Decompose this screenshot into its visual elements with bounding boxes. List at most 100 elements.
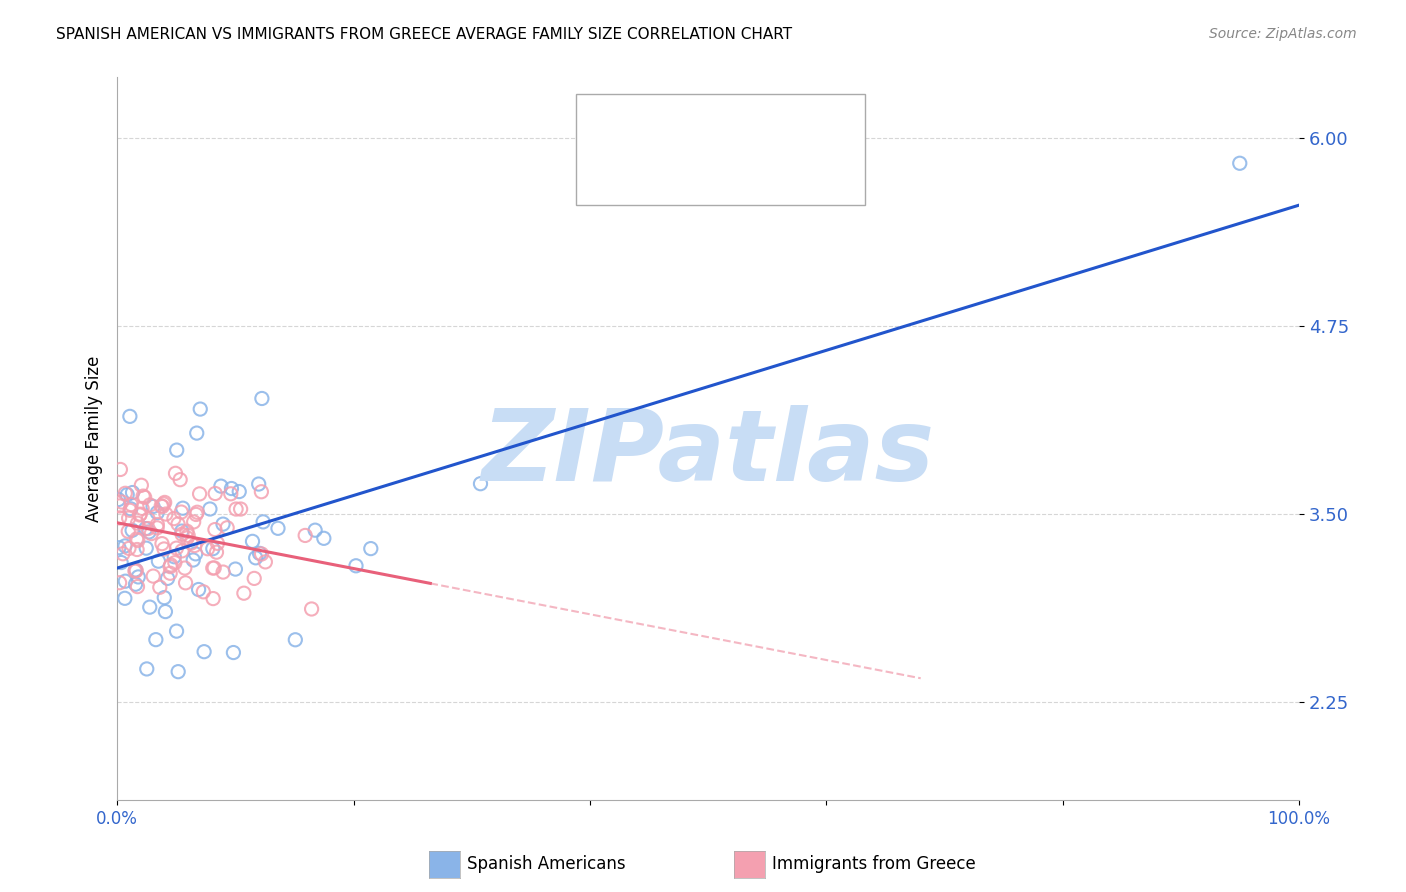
Point (169, 473, 191, 487)
Point (212, 565, 235, 579)
Point (165, 541, 187, 556)
Point (142, 500, 165, 514)
Point (108, 575, 131, 590)
Point (229, 502, 252, 516)
Point (152, 497, 174, 511)
Point (141, 526, 163, 541)
Point (159, 566, 181, 581)
Point (252, 515, 274, 529)
Point (107, 492, 129, 507)
Point (114, 574, 136, 589)
Point (152, 500, 174, 514)
Point (221, 482, 243, 496)
Point (202, 561, 225, 575)
Point (188, 402, 211, 417)
Point (212, 517, 235, 532)
Point (1229, 156, 1251, 170)
Point (163, 549, 186, 564)
Point (193, 584, 215, 599)
Point (170, 527, 193, 541)
Point (159, 559, 181, 574)
Point (125, 564, 148, 578)
Point (127, 580, 149, 594)
Point (170, 524, 193, 538)
Point (205, 545, 228, 559)
Point (125, 542, 148, 557)
Point (177, 528, 200, 542)
Point (135, 541, 157, 556)
Point (114, 591, 136, 606)
Point (197, 541, 219, 556)
Point (201, 561, 224, 575)
Point (121, 485, 143, 500)
Point (150, 499, 173, 513)
Point (204, 486, 226, 500)
Point (108, 499, 131, 513)
Point (110, 462, 132, 476)
Point (267, 521, 290, 535)
Point (155, 507, 177, 521)
Point (183, 515, 205, 529)
Point (243, 571, 266, 585)
Text: ZIPatlas: ZIPatlas (481, 405, 935, 502)
Point (207, 536, 229, 550)
Point (172, 501, 194, 516)
Point (204, 523, 226, 537)
Point (150, 536, 173, 550)
Point (135, 522, 157, 536)
Text: Source: ZipAtlas.com: Source: ZipAtlas.com (1209, 27, 1357, 41)
Point (222, 646, 245, 660)
Point (181, 553, 204, 567)
Point (202, 591, 225, 606)
Point (125, 532, 148, 546)
Text: R =  0.426   N = 60: R = 0.426 N = 60 (630, 119, 821, 136)
Point (118, 503, 141, 517)
Point (149, 580, 172, 594)
Point (127, 516, 149, 530)
Point (129, 507, 152, 521)
Point (170, 505, 193, 519)
Point (138, 524, 160, 539)
Point (198, 502, 221, 516)
Point (294, 528, 316, 542)
Point (184, 547, 207, 561)
Text: R = -0.472   N = 84: R = -0.472 N = 84 (630, 161, 823, 178)
Point (184, 508, 207, 522)
Point (250, 547, 273, 561)
Point (108, 511, 131, 525)
Point (249, 546, 271, 560)
Point (166, 443, 188, 458)
Y-axis label: Average Family Size: Average Family Size (86, 356, 103, 522)
Point (127, 570, 149, 584)
Point (136, 512, 159, 526)
Point (146, 506, 169, 520)
Point (139, 600, 162, 615)
Point (219, 487, 242, 501)
Point (127, 533, 149, 548)
Point (180, 536, 202, 550)
Point (217, 521, 239, 535)
Point (186, 505, 208, 519)
Point (114, 539, 136, 553)
Point (131, 478, 153, 492)
Point (153, 495, 176, 509)
Point (163, 556, 186, 570)
Point (224, 562, 246, 576)
Point (146, 521, 169, 535)
Point (128, 508, 150, 522)
Point (228, 484, 250, 499)
Point (145, 632, 167, 647)
Point (124, 577, 146, 591)
Point (118, 541, 141, 556)
Point (186, 426, 208, 441)
Point (209, 479, 232, 493)
Point (114, 486, 136, 500)
Point (301, 602, 323, 616)
Point (120, 502, 142, 516)
Text: Spanish Americans: Spanish Americans (467, 855, 626, 873)
Point (242, 534, 264, 549)
Point (163, 511, 186, 525)
Point (250, 484, 273, 499)
Point (225, 502, 247, 516)
Point (121, 524, 143, 538)
